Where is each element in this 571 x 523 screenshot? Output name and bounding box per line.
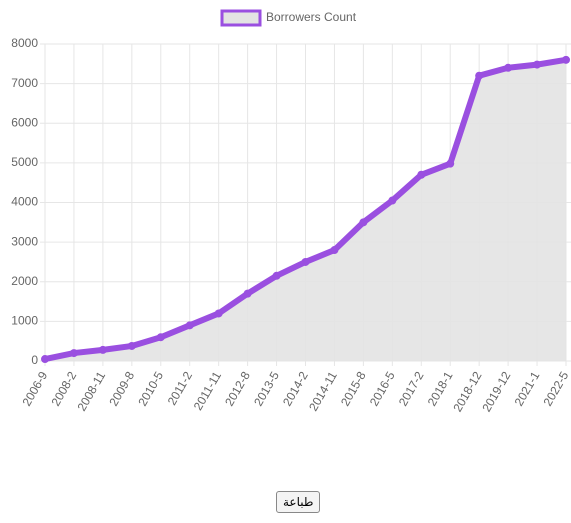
y-tick-label: 4000 <box>11 195 38 209</box>
x-tick-label: 2015-8 <box>338 369 369 409</box>
x-tick-label: 2008-11 <box>75 369 109 414</box>
point <box>504 63 513 72</box>
x-tick-label: 2008-2 <box>48 369 79 409</box>
point <box>69 349 78 358</box>
y-tick-label: 7000 <box>11 76 38 90</box>
x-tick-label: 2019-12 <box>479 369 513 414</box>
x-tick-label: 2014-11 <box>306 369 340 414</box>
x-tick-label: 2013-5 <box>251 369 282 409</box>
point <box>562 55 570 64</box>
x-tick-label: 2016-5 <box>367 369 398 409</box>
chart: 0100020003000400050006000700080002006-92… <box>11 9 571 414</box>
area <box>45 59 566 361</box>
x-tick-label: 2009-8 <box>106 369 137 409</box>
legend-swatch <box>220 9 262 27</box>
point <box>156 333 165 342</box>
point <box>41 355 49 364</box>
point <box>127 341 136 350</box>
y-tick-label: 3000 <box>11 234 38 248</box>
point <box>301 257 310 266</box>
point <box>243 289 252 298</box>
x-tick-label: 2014-2 <box>280 369 311 409</box>
x-tick-label: 2012-8 <box>222 369 253 409</box>
y-tick-label: 6000 <box>11 115 38 129</box>
point <box>417 170 426 179</box>
point <box>359 218 368 227</box>
x-tick-label: 2011-2 <box>165 369 196 408</box>
legend-label: Borrowers Count <box>266 10 357 24</box>
point <box>446 159 455 168</box>
y-tick-label: 5000 <box>11 155 38 169</box>
point <box>475 71 484 80</box>
x-tick-label: 2021-1 <box>512 369 543 409</box>
y-tick-label: 0 <box>31 353 38 367</box>
point <box>388 196 397 205</box>
point <box>272 271 281 280</box>
x-tick-label: 2006-9 <box>20 369 51 409</box>
point <box>98 345 107 354</box>
x-tick-label: 2011-11 <box>191 369 224 413</box>
x-tick-label: 2022-5 <box>541 369 571 409</box>
point <box>185 321 194 330</box>
x-tick-label: 2017-2 <box>396 369 427 409</box>
y-tick-label: 1000 <box>11 314 38 328</box>
print-button[interactable]: طباعة <box>276 491 321 513</box>
x-tick-label: 2018-1 <box>425 369 456 409</box>
point <box>330 246 339 255</box>
point <box>533 60 542 69</box>
point <box>214 309 223 318</box>
y-tick-label: 8000 <box>11 36 38 50</box>
y-tick-label: 2000 <box>11 274 38 288</box>
x-tick-label: 2010-5 <box>135 369 166 409</box>
